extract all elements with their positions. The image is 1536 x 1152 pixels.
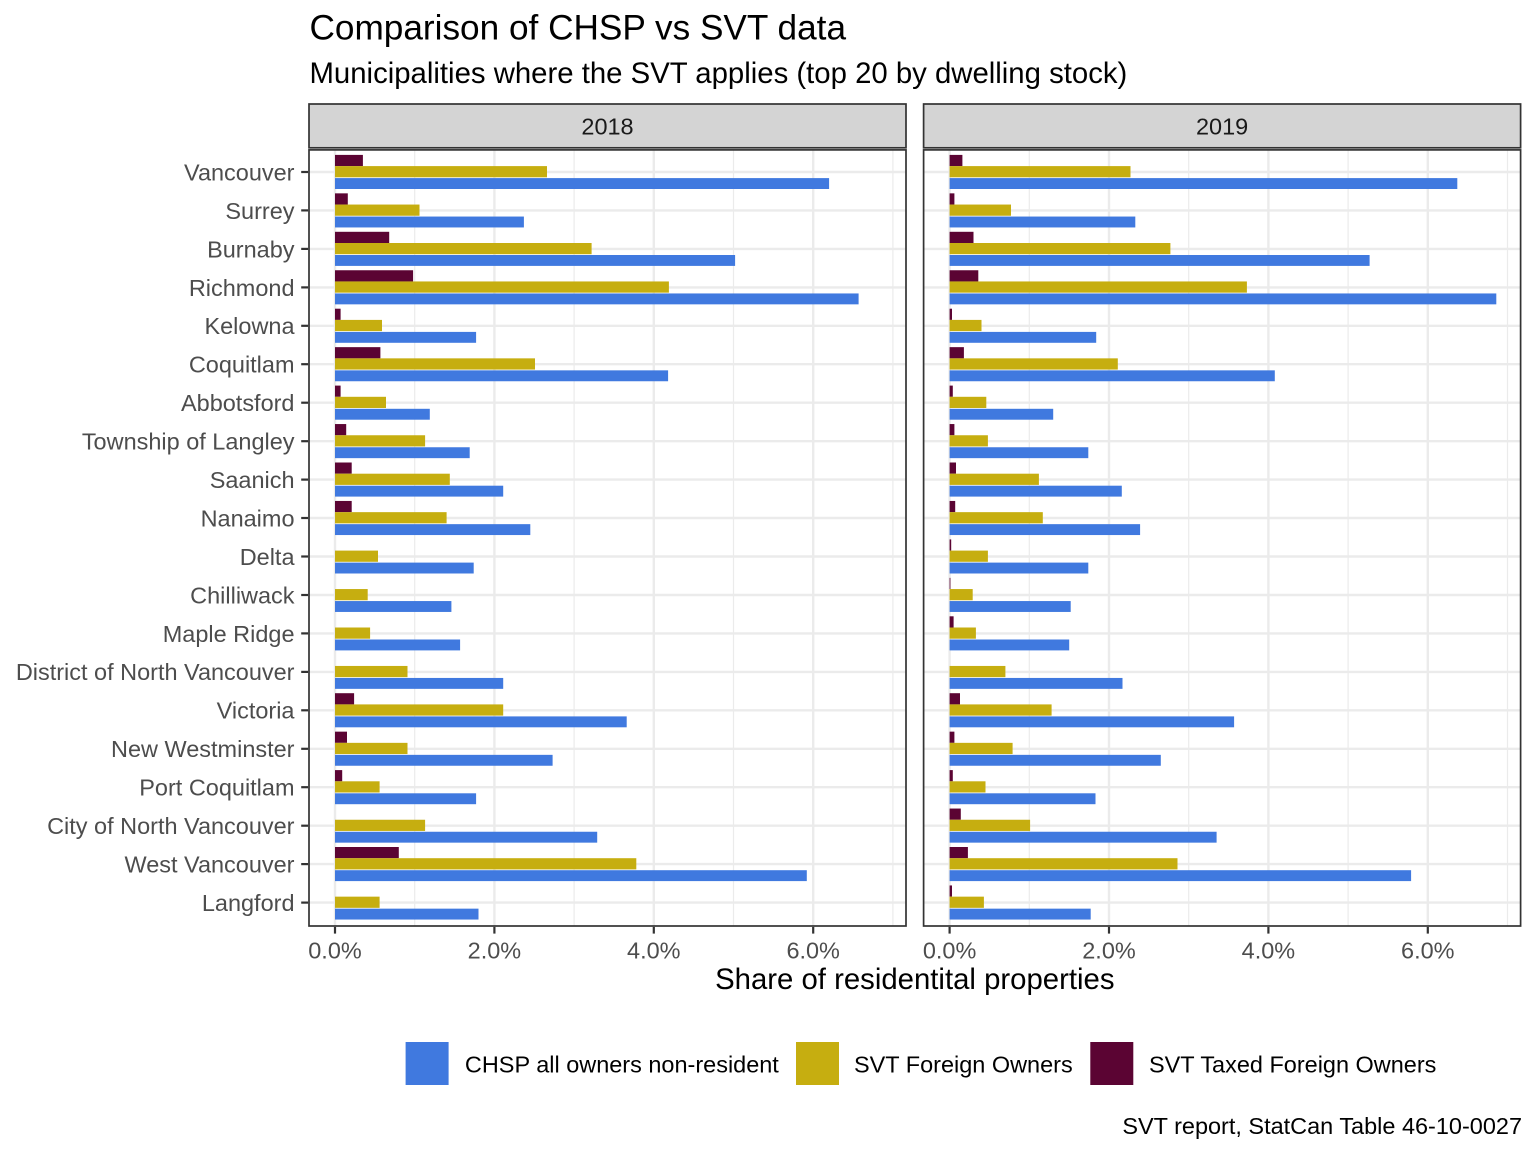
svg-text:4.0%: 4.0% [1242, 938, 1296, 964]
svg-text:2019: 2019 [1196, 114, 1248, 140]
svg-text:Kelowna: Kelowna [204, 313, 295, 339]
svg-text:6.0%: 6.0% [1401, 938, 1455, 964]
svg-text:Vancouver: Vancouver [184, 159, 295, 185]
svg-text:West Vancouver: West Vancouver [124, 852, 294, 878]
svg-text:Saanich: Saanich [210, 467, 295, 493]
svg-text:Township of Langley: Township of Langley [82, 429, 295, 455]
svg-text:Share of residentital properti: Share of residentital properties [715, 963, 1114, 996]
svg-text:SVT report, StatCan Table 46-1: SVT report, StatCan Table 46-10-0027 [1122, 1113, 1522, 1139]
svg-text:0.0%: 0.0% [308, 938, 362, 964]
svg-text:New Westminster: New Westminster [111, 736, 295, 762]
svg-text:Maple Ridge: Maple Ridge [163, 621, 295, 647]
svg-text:4.0%: 4.0% [627, 938, 681, 964]
svg-text:Comparison of CHSP vs SVT data: Comparison of CHSP vs SVT data [310, 9, 847, 48]
svg-text:Surrey: Surrey [225, 198, 294, 224]
svg-text:Municipalities where the SVT a: Municipalities where the SVT applies (to… [310, 57, 1128, 90]
svg-text:City of North Vancouver: City of North Vancouver [47, 813, 295, 839]
svg-text:2.0%: 2.0% [468, 938, 522, 964]
svg-text:Burnaby: Burnaby [207, 236, 295, 262]
svg-text:Nanaimo: Nanaimo [201, 505, 295, 531]
svg-text:2018: 2018 [581, 114, 633, 140]
svg-text:6.0%: 6.0% [786, 938, 840, 964]
svg-text:Coquitlam: Coquitlam [189, 352, 295, 378]
svg-text:District of North Vancouver: District of North Vancouver [16, 659, 295, 685]
svg-text:Victoria: Victoria [217, 698, 296, 724]
svg-text:CHSP all owners non-resident: CHSP all owners non-resident [465, 1051, 779, 1077]
svg-text:SVT Foreign Owners: SVT Foreign Owners [854, 1051, 1073, 1077]
svg-text:SVT Taxed Foreign Owners: SVT Taxed Foreign Owners [1149, 1051, 1436, 1077]
svg-text:Delta: Delta [240, 544, 296, 570]
svg-text:Richmond: Richmond [189, 275, 295, 301]
svg-text:Abbotsford: Abbotsford [181, 390, 295, 416]
svg-text:2.0%: 2.0% [1082, 938, 1136, 964]
svg-text:Chilliwack: Chilliwack [190, 582, 295, 608]
svg-text:Langford: Langford [202, 890, 295, 916]
svg-text:0.0%: 0.0% [923, 938, 977, 964]
svg-text:Port Coquitlam: Port Coquitlam [139, 775, 294, 801]
